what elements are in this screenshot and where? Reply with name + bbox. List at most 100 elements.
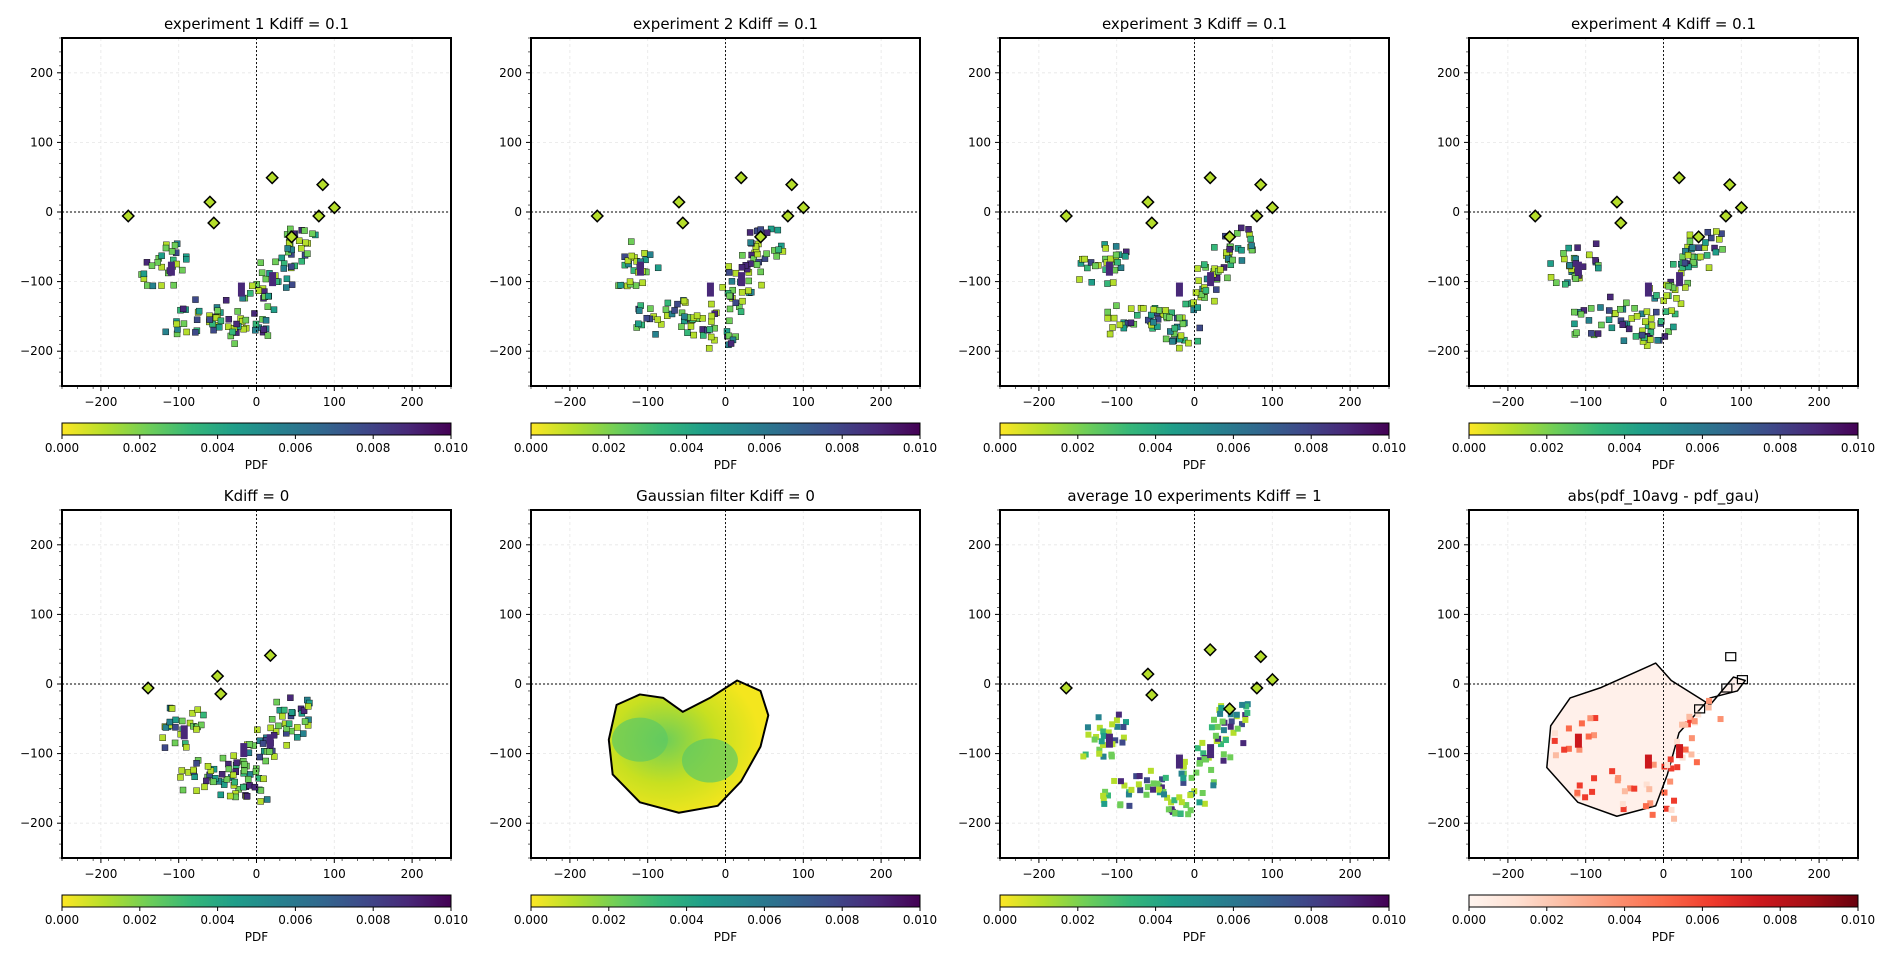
pdf-cell (1665, 283, 1673, 290)
panel-title: Kdiff = 0 (224, 487, 290, 505)
pdf-cell (288, 709, 296, 716)
x-tick-label: 0 (722, 395, 730, 409)
pdf-cell (294, 724, 301, 731)
pdf-cell (1104, 280, 1111, 287)
colorbar-tick-label: 0.008 (1294, 441, 1328, 455)
colorbar (1468, 422, 1859, 436)
pdf-cell (1677, 300, 1685, 307)
colorbar (61, 894, 452, 908)
gaussian-contour (607, 679, 770, 814)
pdf-cell (194, 706, 202, 713)
pdf-cell (707, 333, 715, 341)
x-tick-label: 0 (1660, 867, 1668, 881)
pdf-cell (739, 252, 746, 259)
pdf-cell (699, 315, 706, 322)
pdf-cell (270, 306, 278, 313)
pdf-peak (167, 261, 175, 276)
pdf-cell (1126, 802, 1133, 809)
x-tick-label: 200 (401, 395, 424, 409)
pdf-cell (1653, 308, 1660, 316)
pdf-cell (1127, 305, 1135, 312)
y-tick-label: 200 (1437, 66, 1460, 80)
pdf-cell (708, 318, 715, 325)
pdf-cell (1638, 331, 1646, 339)
x-tick-label: 200 (870, 867, 893, 881)
pdf-cell (1102, 245, 1109, 252)
data-layer (1546, 652, 1749, 822)
abs-diff-cell (1574, 789, 1581, 796)
pdf-cell (1159, 776, 1166, 783)
abs-diff-cell (1642, 803, 1649, 810)
island-contour (1725, 652, 1737, 662)
pdf-cell (206, 316, 213, 323)
pdf-cell (183, 256, 190, 263)
pdf-cell (726, 317, 733, 325)
pdf-peak (1105, 261, 1113, 276)
colorbar-tick-label: 0.006 (747, 913, 781, 927)
pdf-cell (158, 282, 165, 289)
pdf-peak (636, 261, 644, 276)
colorbar-tick-label: 0.008 (1763, 441, 1797, 455)
pdf-cell (178, 767, 186, 774)
pdf-cell (739, 297, 746, 305)
data-layer (607, 679, 770, 814)
pdf-cell (183, 743, 190, 751)
pdf-cell (180, 320, 188, 327)
y-tick-label: 100 (30, 135, 53, 149)
pdf-cell (1686, 231, 1694, 239)
pdf-cell (283, 275, 291, 283)
pdf-cell (628, 252, 635, 260)
colorbar-tick-label: 0.006 (278, 441, 312, 455)
colorbar-label: PDF (1183, 458, 1206, 472)
pdf-cell (1201, 800, 1208, 807)
abs-diff-cell (1551, 737, 1558, 744)
pdf-cell (1220, 727, 1227, 734)
pdf-cell (1125, 791, 1132, 798)
pdf-peak (738, 272, 746, 287)
data-layer (1528, 171, 1749, 349)
pdf-cell (222, 297, 230, 304)
pdf-cell (1164, 794, 1171, 801)
y-tick-label: −100 (489, 747, 522, 761)
pdf-cell (1194, 304, 1201, 311)
pdf-cell (219, 754, 227, 762)
pdf-cell (1102, 788, 1109, 795)
x-tick-label: 100 (792, 395, 815, 409)
pdf-cell (1643, 308, 1651, 315)
y-tick-label: 200 (968, 66, 991, 80)
pdf-cell (639, 279, 646, 287)
pdf-cell (252, 327, 259, 334)
pdf-cell (628, 238, 635, 245)
colorbar-tick-label: 0.010 (1841, 913, 1875, 927)
pdf-cell (174, 326, 181, 333)
x-tick-label: 0 (722, 867, 730, 881)
pdf-cell (1109, 279, 1117, 286)
panel-title: experiment 4 Kdiff = 0.1 (1571, 15, 1756, 33)
pdf-cell (1162, 335, 1170, 343)
pdf-cell (732, 299, 739, 307)
abs-diff-cell (1682, 746, 1689, 753)
pdf-cell (626, 278, 634, 285)
colorbar (61, 422, 452, 436)
pdf-cell (678, 323, 685, 330)
pdf-cell (183, 328, 190, 336)
x-tick-label: 100 (792, 867, 815, 881)
data-layer (1059, 643, 1280, 818)
pdf-cell (257, 798, 264, 805)
colorbar-tick-label: 0.010 (903, 441, 937, 455)
pdf-cell (1200, 750, 1207, 757)
pdf-cell (1605, 316, 1613, 323)
abs-diff-cell (1582, 794, 1589, 801)
pdf-cell (1547, 274, 1555, 281)
pdf-cell (256, 753, 263, 761)
pdf-cell (200, 711, 207, 719)
pdf-cell (280, 706, 288, 714)
pdf-cell (189, 709, 196, 717)
pdf-cell (1594, 330, 1602, 337)
pdf-cell (309, 230, 316, 237)
colorbar-tick-label: 0.010 (434, 441, 468, 455)
y-tick-label: −100 (1427, 275, 1460, 289)
island (265, 171, 279, 185)
pdf-cell (195, 307, 203, 315)
island (1250, 209, 1264, 223)
